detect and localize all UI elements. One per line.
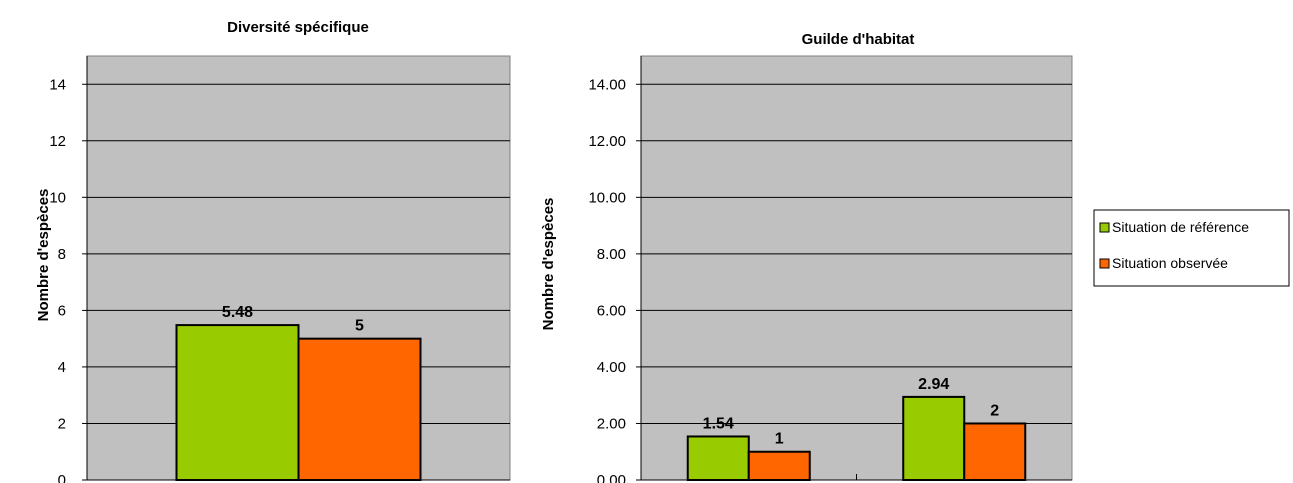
legend-swatch bbox=[1099, 222, 1110, 233]
y-tick-label: 10 bbox=[49, 189, 66, 206]
data-label: 2 bbox=[990, 402, 999, 419]
y-tick-label: 8 bbox=[58, 246, 66, 263]
y-axis-label: Nombre d'espèces bbox=[35, 189, 52, 322]
bar bbox=[963, 422, 1027, 482]
y-axis-label: Nombre d'espèces bbox=[540, 198, 557, 331]
y-tick-label: 10.00 bbox=[588, 189, 626, 206]
data-label: 5.48 bbox=[222, 304, 253, 321]
bar bbox=[686, 435, 750, 481]
y-tick-label: 6 bbox=[58, 302, 66, 319]
y-tick-label: 8.00 bbox=[597, 246, 626, 263]
y-tick-label: 0.00 bbox=[597, 472, 626, 483]
habitat-guild-chart: Guilde d'habitat Nombre d'espèces 0.00 2.… bbox=[540, 31, 1073, 483]
y-tick-label: 2.00 bbox=[597, 415, 626, 432]
data-label: 1.54 bbox=[703, 415, 734, 432]
y-tick-label: 2 bbox=[58, 415, 66, 432]
data-label: 2.94 bbox=[918, 376, 949, 393]
bar bbox=[175, 324, 300, 481]
bar bbox=[902, 395, 966, 481]
y-tick-label: 14.00 bbox=[588, 76, 626, 93]
legend-label: Situation de référence bbox=[1112, 219, 1249, 235]
y-tick-label: 14 bbox=[49, 76, 66, 93]
legend: Situation de référence Situation observé… bbox=[1093, 209, 1290, 287]
y-tick-label: 0 bbox=[58, 472, 66, 483]
y-tick-label: 6.00 bbox=[597, 302, 626, 319]
legend-swatch bbox=[1099, 258, 1110, 269]
chart-title: Diversité spécifique bbox=[227, 19, 369, 36]
data-label: 5 bbox=[355, 318, 364, 335]
bar bbox=[297, 337, 422, 481]
data-label: 1 bbox=[775, 431, 784, 448]
y-tick-label: 4 bbox=[58, 359, 66, 376]
y-tick-label: 12.00 bbox=[588, 133, 626, 150]
diversity-chart: Diversité spécifique Nombre d'espèces 0 2… bbox=[35, 19, 511, 483]
y-tick-label: 12 bbox=[49, 133, 66, 150]
legend-box bbox=[1093, 209, 1290, 287]
bar bbox=[747, 450, 811, 482]
legend-label: Situation observée bbox=[1112, 255, 1228, 271]
y-tick-label: 4.00 bbox=[597, 359, 626, 376]
chart-title: Guilde d'habitat bbox=[802, 31, 915, 48]
